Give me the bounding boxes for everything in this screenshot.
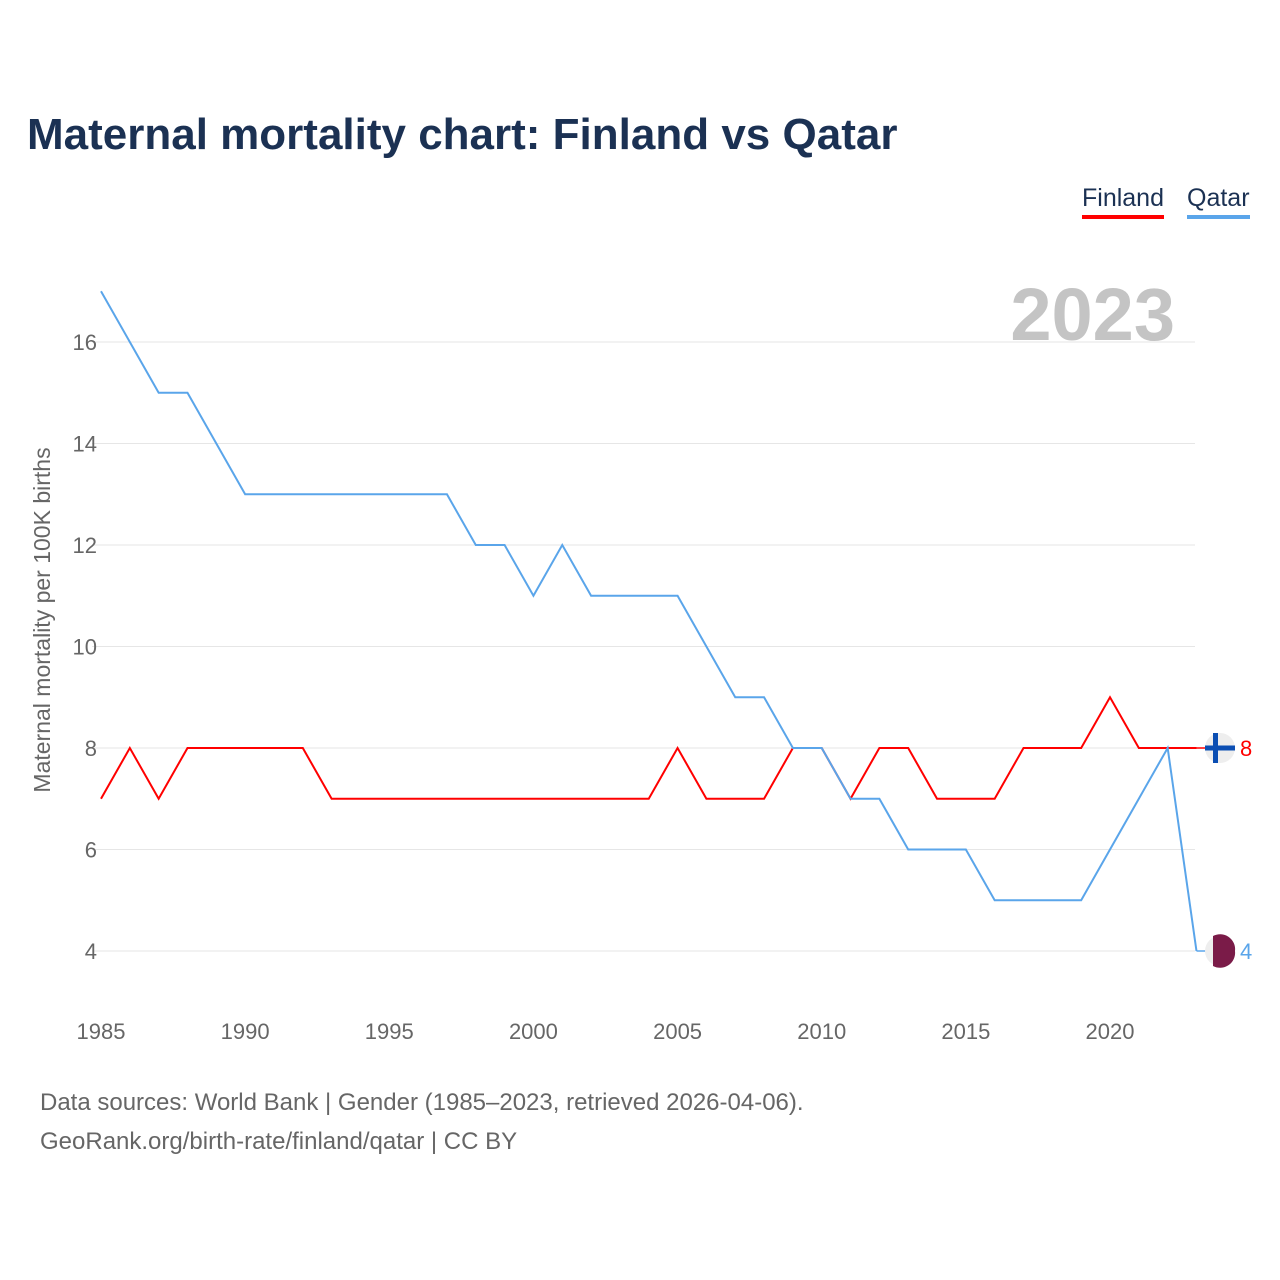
end-value-label: 8 — [1240, 736, 1252, 761]
y-tick-label: 16 — [73, 330, 97, 355]
x-tick-label: 1985 — [77, 1019, 126, 1044]
footer-credit: GeoRank.org/birth-rate/finland/qatar | C… — [40, 1128, 518, 1155]
end-value-label: 4 — [1240, 939, 1252, 964]
legend-finland[interactable]: Finland — [1082, 184, 1164, 219]
x-tick-label: 1995 — [365, 1019, 414, 1044]
series-line-finland — [100, 695, 1197, 801]
year-watermark: 2023 — [1010, 273, 1175, 356]
x-tick-label: 2015 — [941, 1019, 990, 1044]
finland-flag-cross — [1213, 733, 1218, 763]
y-tick-label: 4 — [85, 939, 97, 964]
legend-qatar[interactable]: Qatar — [1187, 184, 1250, 219]
series-line-qatar — [100, 290, 1198, 952]
y-tick-label: 12 — [73, 533, 97, 558]
x-tick-label: 2000 — [509, 1019, 558, 1044]
qatar-flag-maroon — [1213, 934, 1236, 968]
x-tick-label: 2010 — [797, 1019, 846, 1044]
x-tick-label: 1990 — [221, 1019, 270, 1044]
y-axis-label: Maternal mortality per 100K births — [29, 447, 55, 792]
footer-sources: Data sources: World Bank | Gender (1985–… — [40, 1089, 804, 1116]
y-tick-label: 14 — [73, 432, 97, 457]
x-tick-label: 2020 — [1086, 1019, 1135, 1044]
chart-title: Maternal mortality chart: Finland vs Qat… — [27, 110, 898, 159]
finland-flag-cross — [1205, 745, 1235, 751]
y-tick-label: 6 — [85, 838, 97, 863]
y-tick-label: 8 — [85, 736, 97, 761]
x-tick-label: 2005 — [653, 1019, 702, 1044]
y-tick-label: 10 — [73, 635, 97, 660]
